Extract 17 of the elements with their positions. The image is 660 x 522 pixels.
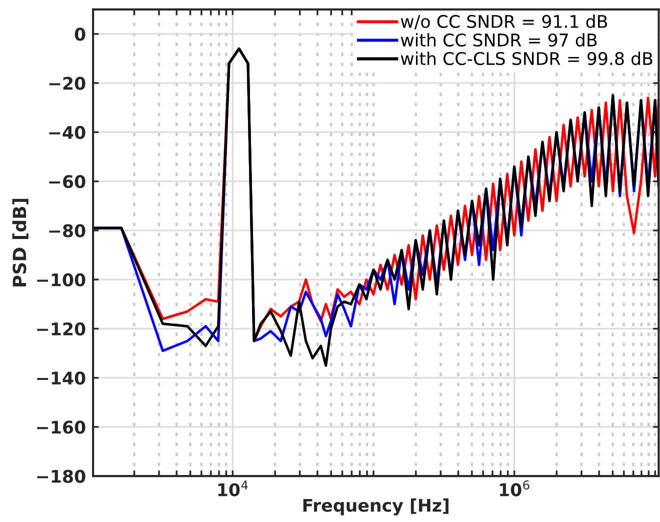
x-axis-title: Frequency [Hz] (303, 498, 448, 516)
x-tick-label: 10$^{4}$ (218, 480, 248, 496)
y-tick-label: −60 (49, 175, 86, 188)
y-tick-label: −180 (37, 470, 86, 483)
y-tick-label: −120 (37, 322, 86, 336)
y-tick-label: −20 (49, 76, 86, 90)
y-tick-label: −140 (37, 372, 86, 385)
x-tick-label: 10$^{6}$ (500, 480, 530, 496)
y-axis-title: PSD [dB] (12, 198, 28, 286)
legend-label: with CC-CLS SNDR = 99.8 dB (400, 52, 652, 66)
legend-label: w/o CC SNDR = 91.1 dB (400, 14, 607, 30)
y-tick-label: 0 (74, 28, 86, 41)
y-tick-label: −40 (49, 126, 86, 140)
legend-label: with CC SNDR = 97 dB (400, 33, 597, 47)
y-tick-label: −80 (49, 224, 86, 238)
y-tick-label: −100 (37, 273, 86, 286)
y-tick-label: −160 (37, 420, 86, 434)
